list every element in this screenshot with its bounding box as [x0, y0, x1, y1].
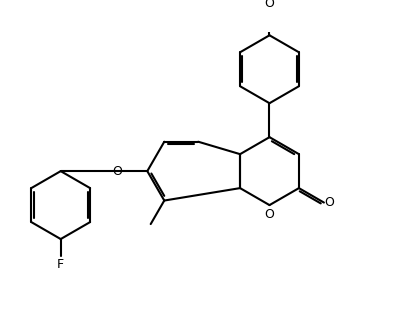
Text: O: O — [265, 208, 274, 221]
Text: O: O — [325, 196, 335, 209]
Text: F: F — [57, 258, 64, 271]
Text: O: O — [112, 165, 122, 178]
Text: O: O — [265, 0, 274, 10]
